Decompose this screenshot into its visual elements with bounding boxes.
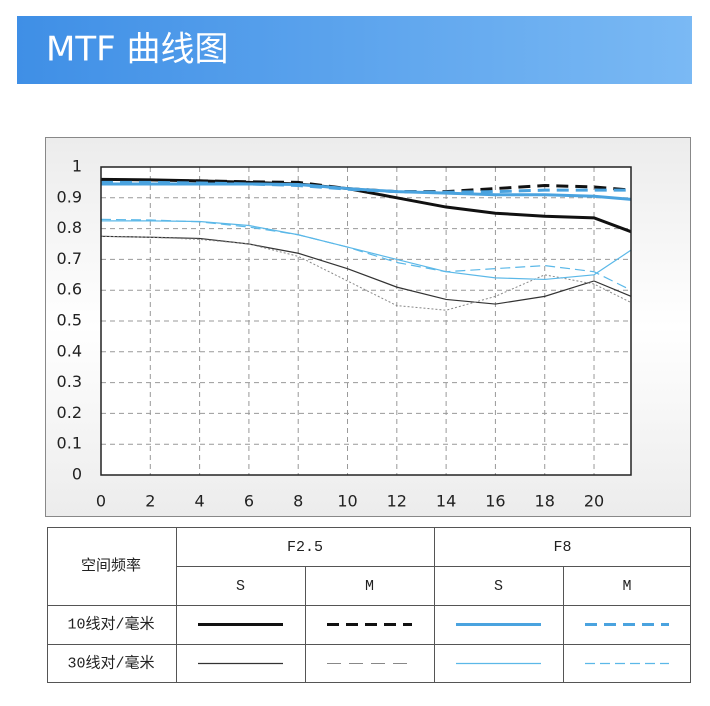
x-tick-label: 8 — [293, 492, 303, 511]
aperture-label: F2.5 — [287, 539, 323, 556]
x-tick-label: 18 — [535, 492, 555, 511]
legend-table — [47, 527, 691, 683]
y-tick-label: 0 — [72, 465, 82, 484]
x-tick-label: 6 — [244, 492, 254, 511]
y-tick-label: 0.1 — [57, 434, 82, 453]
header-banner — [17, 16, 692, 84]
x-tick-label: 10 — [337, 492, 357, 511]
frequency-label: 30线对/毫米 — [67, 653, 154, 672]
mtf-line — [100, 235, 632, 311]
mtf-line — [100, 177, 632, 234]
x-tick-label: 0 — [96, 492, 106, 511]
plot-border — [100, 166, 632, 476]
x-tick-label: 2 — [145, 492, 155, 511]
y-tick-label: 0.8 — [57, 218, 82, 237]
mtf-line — [101, 180, 631, 194]
y-tick-label: 0.7 — [57, 249, 82, 268]
direction-label: S — [494, 578, 503, 595]
direction-label: M — [622, 578, 631, 595]
y-tick-label: 0.6 — [57, 280, 82, 299]
y-tick-label: 0.4 — [57, 341, 82, 360]
frequency-label: 10线对/毫米 — [67, 614, 154, 633]
y-tick-label: 0.9 — [57, 187, 82, 206]
y-tick-label: 1 — [72, 157, 82, 176]
x-tick-label: 12 — [387, 492, 407, 511]
direction-label: S — [236, 578, 245, 595]
y-tick-label: 0.5 — [57, 311, 82, 330]
table-header: 空间频率 — [81, 557, 141, 575]
y-tick-label: 0.3 — [57, 372, 82, 391]
aperture-label: F8 — [553, 539, 571, 556]
x-tick-label: 4 — [195, 492, 205, 511]
mtf-line — [100, 235, 632, 305]
header-title: MTF 曲线图 — [46, 30, 228, 70]
x-tick-label: 20 — [584, 492, 604, 511]
y-tick-label: 0.2 — [57, 403, 82, 422]
x-tick-label: 16 — [485, 492, 505, 511]
mtf-line — [100, 218, 632, 291]
x-tick-label: 14 — [436, 492, 456, 511]
direction-label: M — [365, 578, 374, 595]
